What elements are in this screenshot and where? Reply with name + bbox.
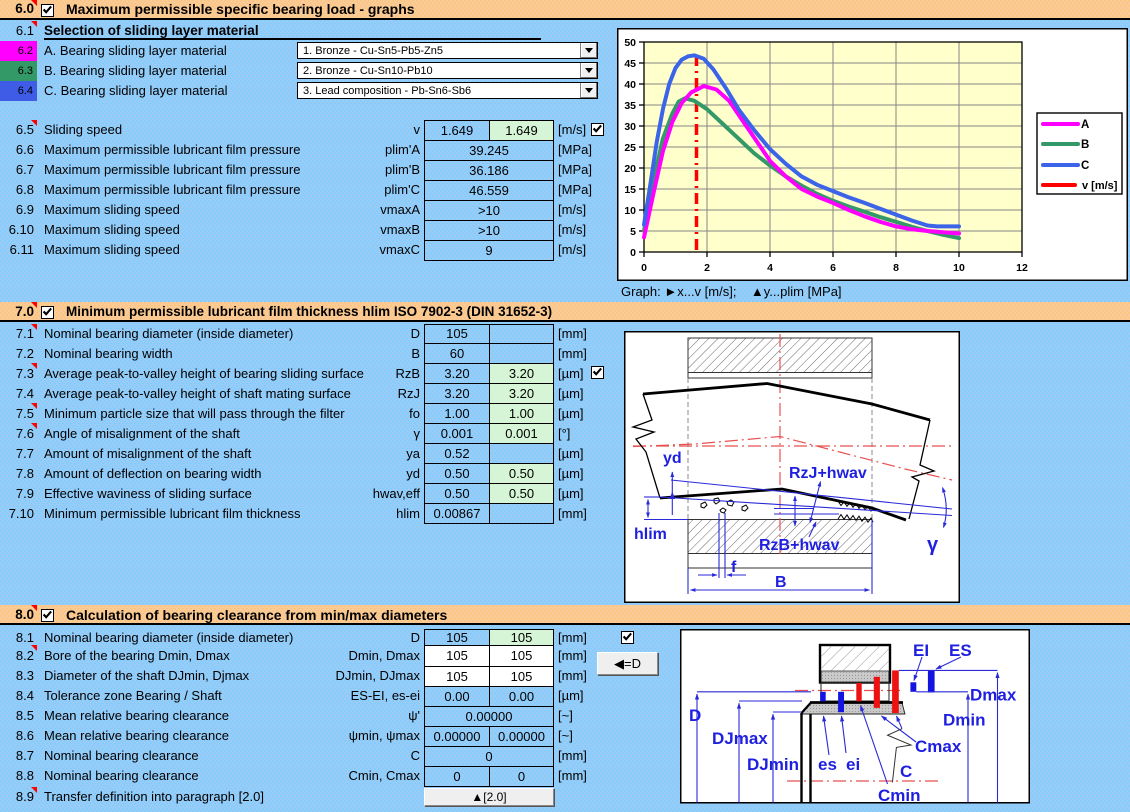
svg-text:0: 0 [630,247,636,259]
svg-text:C: C [1081,160,1089,172]
svg-text:C: C [900,762,912,781]
svg-text:A: A [1081,119,1089,131]
svg-text:γ: γ [927,534,939,556]
svg-text:D: D [689,706,701,725]
svg-text:6: 6 [830,262,836,274]
svg-text:20: 20 [624,163,636,175]
svg-text:RzB+hwav: RzB+hwav [759,537,840,554]
svg-text:2: 2 [704,262,710,274]
svg-text:8: 8 [893,262,899,274]
svg-text:35: 35 [624,100,636,112]
svg-text:B: B [775,574,787,591]
svg-text:B: B [1081,139,1089,151]
svg-text:DJmax: DJmax [712,729,768,748]
svg-text:DJmin: DJmin [747,755,799,774]
svg-text:12: 12 [1016,262,1028,274]
svg-text:Dmin: Dmin [943,711,986,730]
svg-text:ES: ES [949,641,972,660]
svg-text:50: 50 [624,37,636,49]
svg-text:v [m/s]: v [m/s] [1082,180,1118,192]
svg-text:f: f [731,559,737,576]
svg-text:0: 0 [641,262,647,274]
svg-text:Cmin: Cmin [878,786,921,804]
svg-text:Dmax: Dmax [970,686,1017,705]
svg-text:es: es [818,755,837,774]
svg-text:ei: ei [846,755,860,774]
svg-text:10: 10 [624,205,636,217]
svg-text:hlim: hlim [634,526,667,543]
svg-text:EI: EI [913,641,929,660]
svg-text:10: 10 [953,262,965,274]
svg-text:RzJ+hwav: RzJ+hwav [789,465,867,482]
svg-text:Cmax: Cmax [915,737,962,756]
svg-text:30: 30 [624,121,636,133]
svg-text:5: 5 [630,226,636,238]
svg-text:45: 45 [624,58,636,70]
svg-text:4: 4 [767,262,773,274]
svg-text:15: 15 [624,184,636,196]
svg-text:40: 40 [624,79,636,91]
svg-text:25: 25 [624,142,636,154]
svg-text:yd: yd [663,450,682,467]
